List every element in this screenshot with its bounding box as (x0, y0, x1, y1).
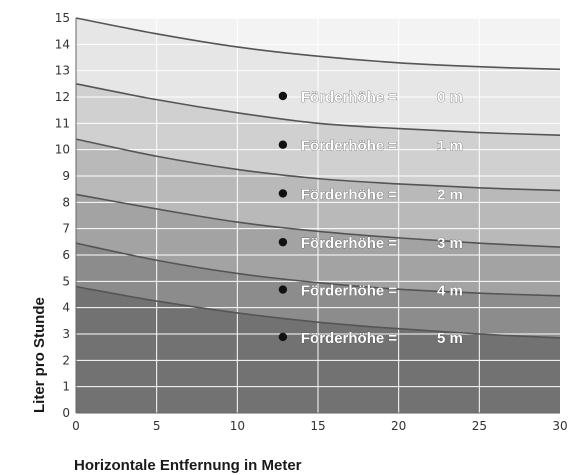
label-value-2: 2 m (437, 186, 463, 203)
label-value-1: 1 m (437, 138, 463, 155)
curve-line-5 (75, 285, 561, 339)
y-tick-label-15: 15 (55, 11, 70, 25)
label-bullet-5 (278, 332, 288, 342)
label-text-4: Förderhöhe = (301, 283, 398, 300)
label-text-2: Förderhöhe = (301, 186, 398, 203)
label-bullet-0 (278, 91, 288, 101)
label-value-5: 5 m (437, 330, 463, 347)
curve-line-2 (75, 138, 561, 192)
label-text-1: Förderhöhe = (301, 138, 398, 155)
y-tick-label-0: 0 (62, 406, 70, 420)
curve-line-4 (75, 242, 561, 297)
y-tick-label-8: 8 (62, 195, 70, 209)
curve-labels: Förderhöhe = 0 m Förderhöhe = 1 m Förderhöhe… (278, 89, 463, 347)
label-bullet-2 (278, 189, 288, 198)
y-tick-label-11: 11 (55, 116, 70, 130)
label-bullet-3 (278, 237, 288, 247)
y-tick-label-9: 9 (62, 169, 70, 183)
y-tick-label-5: 5 (62, 274, 70, 288)
y-tick-label-6: 6 (62, 248, 70, 262)
y-tick-label-1: 1 (62, 380, 70, 394)
x-axis-title: Horizontale Entfernung in Meter (74, 457, 302, 474)
y-tick-label-10: 10 (55, 143, 70, 157)
y-axis-title: Liter pro Stunde (31, 297, 48, 413)
x-tick-label-0: 0 (72, 419, 80, 433)
label-bullet-4 (278, 285, 288, 294)
curve-line-3 (75, 193, 561, 248)
label-text-5: Förderhöhe = (301, 330, 398, 347)
x-tick-label-20: 20 (391, 419, 406, 433)
y-tick-label-13: 13 (55, 64, 70, 78)
y-tick-label-4: 4 (62, 301, 70, 315)
y-tick-label-14: 14 (55, 37, 70, 51)
y-tick-label-2: 2 (62, 353, 70, 367)
curve-line-0 (75, 17, 561, 71)
label-text-3: Förderhöhe = (301, 235, 398, 252)
curve-lines (75, 17, 561, 414)
label-value-4: 4 m (437, 283, 463, 300)
label-bullet-1 (278, 140, 288, 149)
x-tick-label-10: 10 (230, 419, 245, 433)
label-value-3: 3 m (437, 235, 463, 252)
x-tick-label-15: 15 (310, 419, 325, 433)
x-tick-label-25: 25 (472, 419, 487, 433)
label-value-0: 0 m (437, 89, 463, 106)
x-tick-label-30: 30 (552, 419, 567, 433)
y-tick-label-3: 3 (62, 327, 70, 341)
label-text-0: Förderhöhe = (301, 89, 398, 106)
x-tick-label-5: 5 (153, 419, 161, 433)
curve-line-1 (75, 83, 561, 136)
y-tick-label-12: 12 (55, 90, 70, 104)
y-tick-label-7: 7 (62, 222, 70, 236)
